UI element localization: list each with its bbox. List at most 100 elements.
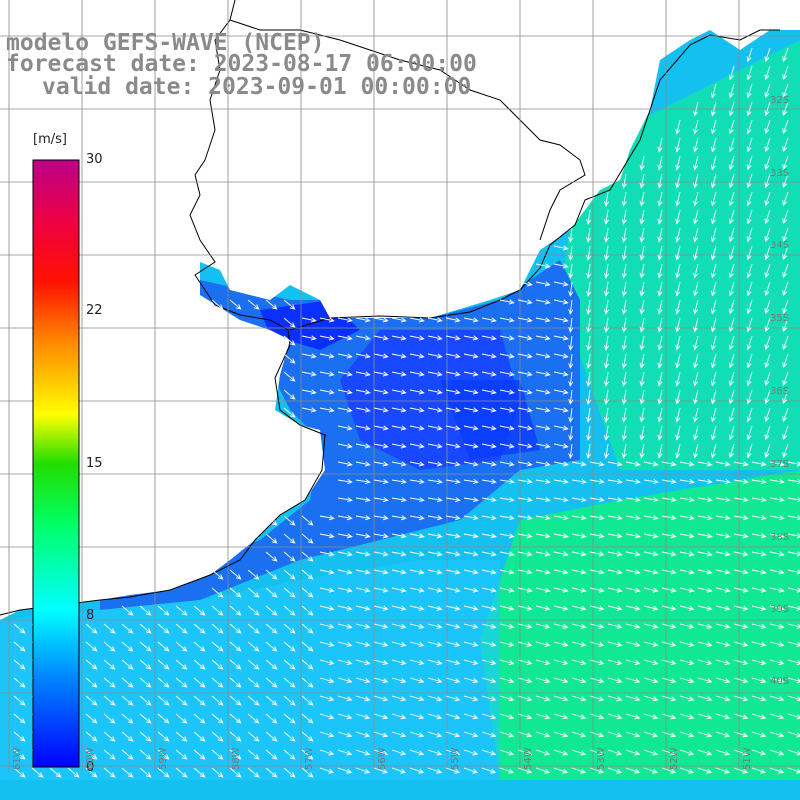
wind-arrow [728,389,735,405]
wind-arrow [728,83,735,99]
wind-arrow [175,605,188,616]
wind-arrow [639,353,645,369]
wind-arrow [787,605,800,611]
wind-arrow [571,731,587,738]
wind-arrow [535,263,551,269]
wind-arrow [301,641,314,652]
wind-arrow [639,245,645,261]
wind-arrow [535,677,551,684]
wind-arrow [733,461,749,467]
wind-arrow [463,767,479,774]
wind-arrow [728,443,735,459]
wind-arrow [693,335,699,351]
wind-arrow [728,209,735,225]
wind-arrow [247,605,260,616]
wind-arrow [193,677,206,688]
wind-arrow [657,443,663,459]
wind-arrow [710,299,717,315]
wind-arrow [265,695,278,706]
wind-arrow [764,443,771,459]
wind-arrow [764,83,771,99]
colorbar-tick: 8 [86,608,95,623]
wind-arrow [319,659,335,666]
wind-arrow [481,677,497,684]
wind-arrow [283,515,296,526]
wind-arrow [589,533,605,539]
wind-arrow [103,695,116,706]
wind-arrow [710,317,717,333]
wind-arrow [85,749,98,760]
wind-arrow [675,317,681,333]
wind-arrow [710,209,717,225]
wind-arrow [643,767,659,774]
wind-arrow [463,407,479,413]
wind-arrow [13,731,26,742]
wind-arrow [751,515,767,521]
wind-arrow [301,749,314,760]
wind-arrow [319,515,335,521]
wind-arrow [603,263,610,279]
wind-arrow [639,227,645,243]
wind-arrow [715,731,731,738]
wind-arrow [607,749,623,756]
wind-arrow [693,101,699,117]
wind-arrow [643,749,659,756]
wind-arrow [661,695,677,702]
wind-arrow [283,695,296,706]
wind-arrow [229,623,242,634]
wind-arrow [391,515,407,521]
wind-arrow [247,659,260,670]
wind-arrow [301,407,317,413]
wind-arrow [373,478,389,485]
wind-arrow [782,371,789,387]
wind-arrow [553,263,569,269]
wind-arrow [679,605,695,611]
wind-arrow [13,749,26,760]
wind-arrow [517,587,533,593]
lat-label: 35S [770,313,790,324]
wind-arrow [603,209,610,225]
wind-arrow [391,443,407,449]
lon-label: 53W [596,747,607,770]
wind-arrow [499,677,515,684]
wind-arrow [499,335,515,341]
wind-arrow [193,659,206,670]
wind-arrow [337,533,353,539]
wind-arrow [787,587,800,593]
wind-arrow [229,695,242,706]
wind-arrow [710,227,717,243]
wind-arrow [675,335,681,351]
wind-arrow [693,281,699,297]
wind-arrow [499,497,515,503]
wind-arrow [621,353,627,369]
wind-arrow [657,371,663,387]
wind-arrow [643,551,659,557]
wind-arrow [782,245,789,261]
wind-arrow [535,371,551,377]
wind-arrow [769,641,785,647]
wind-arrow [211,605,224,616]
wind-arrow [499,605,515,611]
wind-arrow [639,389,645,405]
wind-arrow [639,281,645,297]
wind-arrow [571,461,587,467]
wind-arrow [355,551,371,557]
wind-arrow [697,731,713,738]
wind-arrow [481,605,497,611]
wind-arrow [247,749,260,760]
wind-arrow [657,209,663,225]
wind-arrow [715,767,731,774]
wind-arrow [764,191,771,207]
wind-arrow [553,623,569,629]
wind-arrow [657,191,663,207]
wind-arrow [621,317,627,333]
wind-arrow [427,533,443,539]
wind-arrow [373,353,389,359]
wind-arrow [445,497,461,503]
lat-label: 40S [770,676,790,687]
wind-arrow [157,695,170,706]
wind-arrow [769,587,785,593]
wind-arrow [568,317,574,333]
wind-arrow [625,659,641,666]
wind-arrow [427,641,443,647]
